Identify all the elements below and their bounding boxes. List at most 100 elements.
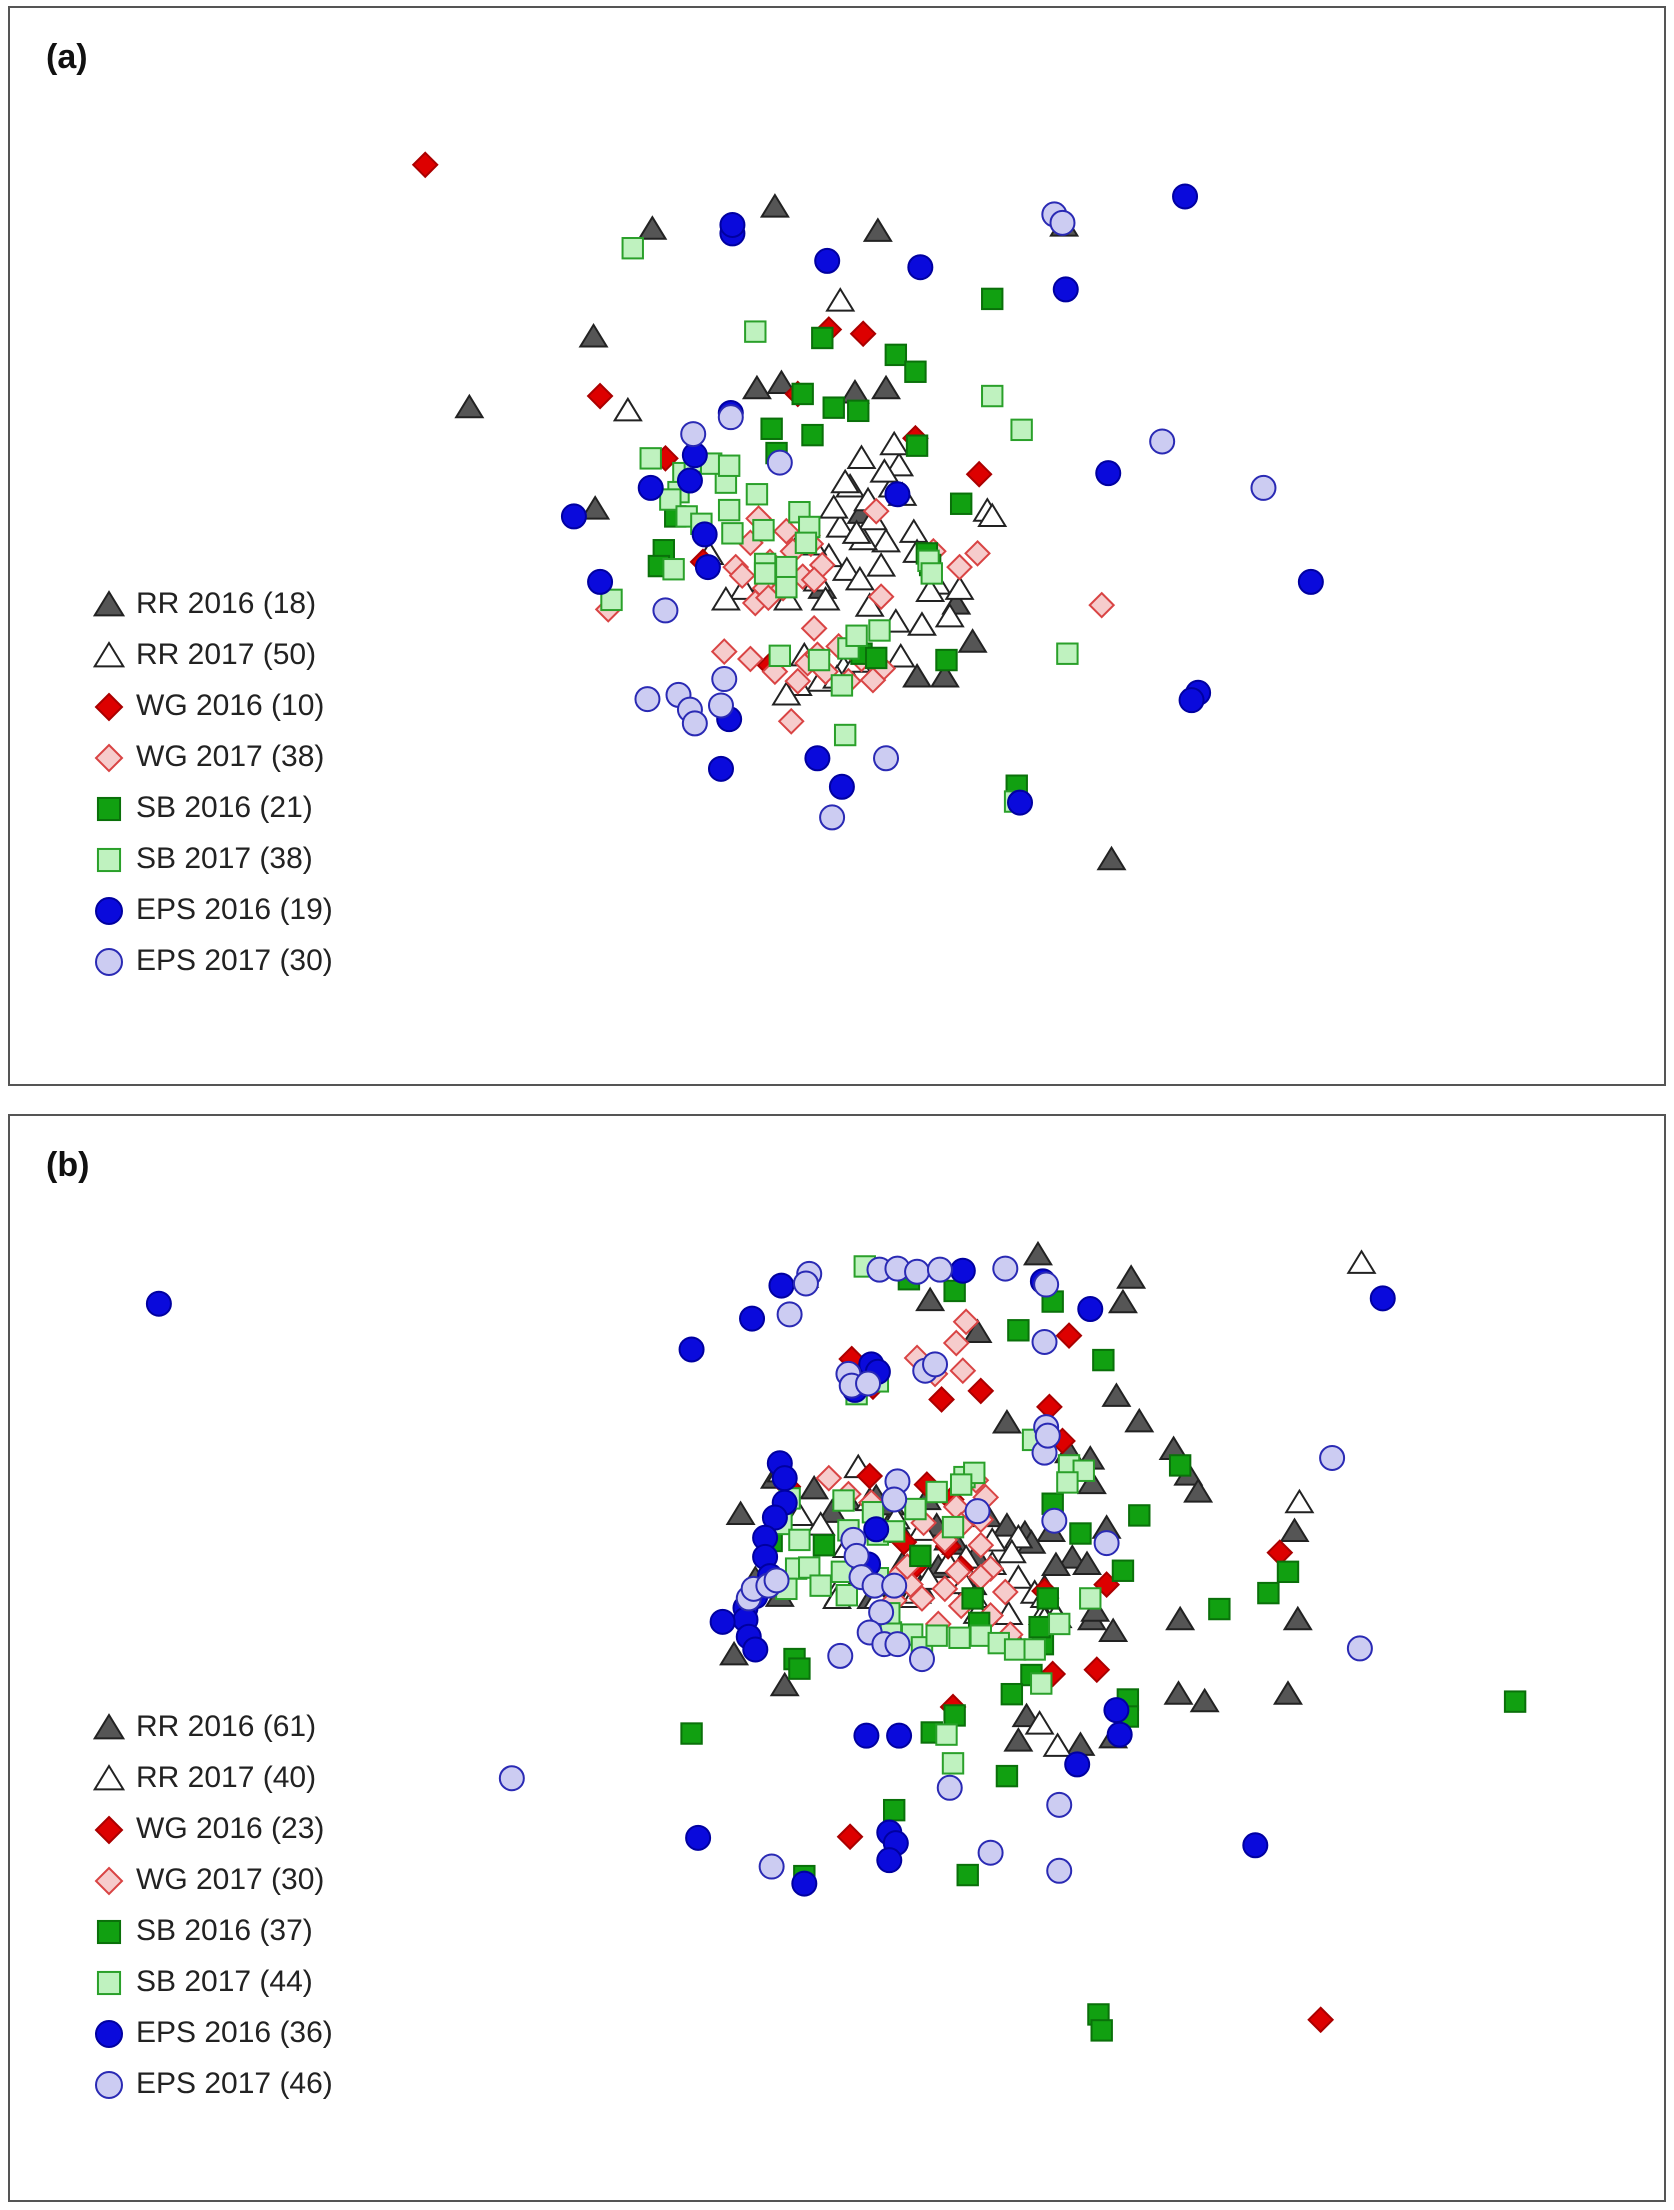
data-point bbox=[882, 1798, 906, 1822]
data-point bbox=[991, 1578, 1019, 1606]
data-point bbox=[1030, 1672, 1053, 1695]
legend-marker bbox=[96, 796, 122, 821]
data-point bbox=[853, 1722, 880, 1749]
data-point bbox=[904, 1258, 931, 1285]
data-point bbox=[995, 1764, 1019, 1788]
legend-marker bbox=[94, 1866, 124, 1895]
legend-symbol bbox=[95, 2019, 123, 2048]
data-point bbox=[964, 539, 991, 567]
data-point bbox=[1116, 1264, 1147, 1289]
data-point bbox=[719, 211, 746, 238]
data-point bbox=[991, 1512, 1022, 1537]
data-point bbox=[810, 585, 841, 611]
legend-label: SB 2017 (38) bbox=[136, 841, 313, 875]
data-point bbox=[758, 1853, 785, 1880]
data-point bbox=[902, 663, 933, 688]
data-point bbox=[922, 1351, 949, 1378]
legend-item: RR 2017 (50) bbox=[90, 629, 333, 680]
data-point bbox=[794, 531, 818, 555]
data-point bbox=[876, 1847, 903, 1874]
data-point bbox=[907, 254, 934, 281]
legend-label: WG 2016 (23) bbox=[136, 1811, 325, 1845]
data-point bbox=[1282, 1605, 1313, 1631]
data-point bbox=[1163, 1680, 1194, 1705]
data-point bbox=[1208, 1597, 1231, 1621]
data-point bbox=[1083, 1656, 1111, 1684]
data-point bbox=[739, 1305, 766, 1332]
data-point bbox=[964, 1498, 991, 1525]
legend-symbol bbox=[95, 947, 123, 976]
data-point bbox=[775, 555, 798, 579]
data-point bbox=[1092, 1348, 1115, 1372]
data-point bbox=[830, 674, 854, 697]
data-point bbox=[784, 667, 812, 695]
data-point bbox=[760, 417, 783, 440]
data-point bbox=[1055, 1322, 1083, 1350]
data-point bbox=[925, 1480, 948, 1504]
data-point bbox=[1031, 1328, 1058, 1355]
data-point bbox=[1273, 1680, 1303, 1705]
legend-item: SB 2016 (21) bbox=[90, 782, 333, 833]
data-point bbox=[886, 1722, 913, 1749]
data-point bbox=[1242, 1832, 1269, 1859]
data-point bbox=[685, 1824, 712, 1851]
data-point bbox=[873, 745, 900, 772]
legend-symbol bbox=[92, 1712, 126, 1739]
data-point bbox=[600, 588, 623, 612]
data-point bbox=[1028, 1615, 1051, 1639]
data-point bbox=[839, 378, 870, 404]
data-point bbox=[855, 1370, 882, 1397]
data-point bbox=[1106, 1721, 1133, 1748]
data-point bbox=[981, 384, 1004, 408]
data-point bbox=[862, 217, 893, 242]
data-point bbox=[1076, 1469, 1107, 1495]
data-point bbox=[849, 320, 877, 348]
legend-a: RR 2016 (18) RR 2017 (50) WG 2016 (10) W… bbox=[90, 578, 333, 986]
data-point bbox=[965, 460, 993, 488]
data-point bbox=[1128, 1504, 1151, 1527]
legend-symbol bbox=[95, 2070, 123, 2099]
data-point bbox=[711, 666, 738, 693]
data-point bbox=[694, 554, 721, 581]
data-point bbox=[1023, 1638, 1046, 1661]
data-point bbox=[707, 755, 734, 782]
data-point bbox=[560, 503, 587, 530]
data-point bbox=[831, 556, 862, 581]
data-point bbox=[1178, 687, 1205, 714]
data-point bbox=[869, 458, 900, 483]
legend-marker bbox=[94, 692, 124, 721]
data-point bbox=[678, 1336, 705, 1363]
data-point bbox=[962, 1318, 993, 1344]
data-point bbox=[1040, 1551, 1071, 1577]
data-point bbox=[814, 247, 841, 274]
data-point bbox=[775, 575, 798, 599]
data-point bbox=[1297, 568, 1324, 595]
data-point bbox=[830, 468, 861, 494]
data-point bbox=[1095, 460, 1122, 487]
data-point bbox=[1034, 1422, 1061, 1449]
data-point bbox=[844, 565, 875, 591]
data-point bbox=[929, 663, 960, 688]
legend-marker bbox=[95, 2019, 123, 2048]
data-point bbox=[788, 1528, 811, 1552]
data-point bbox=[865, 646, 888, 670]
data-point bbox=[1056, 642, 1079, 665]
data-point bbox=[1041, 1507, 1068, 1534]
data-point bbox=[934, 602, 965, 628]
data-point bbox=[928, 1386, 955, 1413]
data-point bbox=[956, 1863, 979, 1887]
data-point bbox=[949, 1357, 977, 1385]
data-point bbox=[801, 423, 824, 447]
data-point bbox=[936, 1774, 963, 1801]
data-point bbox=[977, 502, 1008, 528]
data-point bbox=[791, 382, 814, 406]
data-point bbox=[1003, 1638, 1027, 1661]
data-point bbox=[885, 642, 916, 668]
data-point bbox=[1319, 1444, 1346, 1471]
data-point bbox=[915, 577, 946, 603]
data-point bbox=[879, 430, 910, 456]
data-point bbox=[1107, 1288, 1138, 1314]
data-point bbox=[736, 645, 764, 673]
panel-label-a: (a) bbox=[46, 38, 88, 76]
legend-symbol bbox=[94, 743, 124, 772]
